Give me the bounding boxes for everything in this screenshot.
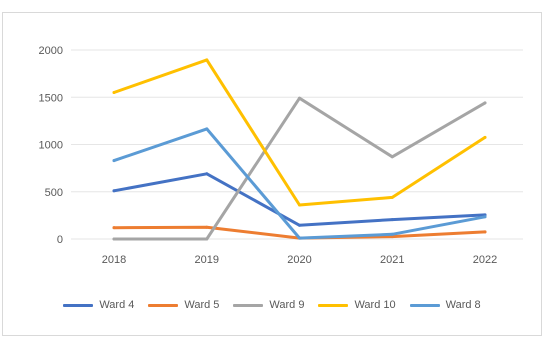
y-tick-label: 1000 — [39, 140, 63, 152]
y-tick-label: 500 — [45, 187, 63, 199]
data-point-ward-8 — [205, 127, 209, 131]
series-line-ward-10 — [112, 58, 487, 207]
y-tick-label: 1500 — [39, 92, 63, 104]
series-ward-4 — [112, 172, 487, 227]
data-point-ward-10 — [483, 135, 487, 139]
legend-label: Ward 4 — [99, 299, 135, 311]
x-tick-label: 2019 — [195, 254, 219, 266]
x-tick-label: 2020 — [287, 254, 311, 266]
legend-label: Ward 8 — [445, 299, 481, 311]
legend-swatch — [148, 303, 179, 307]
legend-item-ward-5: Ward 5 — [148, 299, 219, 311]
series-lines — [112, 58, 487, 241]
data-point-ward-5 — [483, 230, 487, 234]
data-point-ward-8 — [112, 159, 116, 163]
legend-swatch — [233, 303, 264, 307]
data-point-ward-10 — [205, 58, 209, 62]
data-point-ward-8 — [298, 236, 301, 240]
legend: Ward 4 Ward 5 Ward 9 Ward 10 Ward 8 — [3, 299, 541, 311]
legend-item-ward-8: Ward 8 — [409, 299, 481, 311]
series-ward-9 — [112, 96, 487, 241]
y-tick-label: 2000 — [39, 45, 63, 57]
data-point-ward-9 — [205, 237, 209, 241]
x-tick-label: 2022 — [473, 254, 497, 266]
legend-swatch — [409, 303, 440, 307]
data-point-ward-10 — [112, 91, 116, 95]
data-point-ward-4 — [390, 218, 394, 222]
data-point-ward-5 — [390, 235, 394, 239]
data-point-ward-5 — [205, 225, 209, 229]
legend-label: Ward 10 — [354, 299, 396, 311]
data-point-ward-9 — [483, 101, 487, 105]
data-point-ward-8 — [390, 232, 394, 236]
x-axis-ticks: 2018 2019 2020 2021 2022 — [102, 254, 497, 266]
series-line-ward-8 — [112, 127, 487, 240]
x-tick-label: 2021 — [380, 254, 404, 266]
series-ward-8 — [112, 127, 487, 240]
data-point-ward-9 — [298, 96, 301, 100]
data-point-ward-9 — [390, 155, 394, 159]
legend-item-ward-4: Ward 4 — [63, 299, 134, 311]
data-point-ward-4 — [205, 172, 209, 176]
y-axis-ticks: 0 500 1000 1500 2000 — [39, 45, 63, 246]
data-point-ward-5 — [112, 226, 116, 230]
gridlines — [71, 49, 523, 240]
data-point-ward-10 — [298, 203, 301, 207]
legend-item-ward-9: Ward 9 — [233, 299, 304, 311]
data-point-ward-9 — [112, 237, 116, 241]
data-point-ward-4 — [112, 189, 116, 193]
line-chart: 0 500 1000 1500 2000 2018 2019 2020 2021 2022 — [39, 45, 523, 266]
x-tick-label: 2018 — [102, 254, 126, 266]
legend-swatch — [63, 303, 94, 307]
data-point-ward-10 — [390, 195, 394, 199]
legend-item-ward-10: Ward 10 — [318, 299, 396, 311]
data-point-ward-4 — [298, 223, 301, 227]
series-ward-10 — [112, 58, 487, 207]
data-point-ward-8 — [483, 215, 487, 219]
legend-swatch — [318, 303, 349, 307]
chart-frame: 0 500 1000 1500 2000 2018 2019 2020 2021 2022 Wa… — [2, 12, 542, 336]
y-tick-label: 0 — [57, 234, 63, 246]
series-line-ward-4 — [112, 172, 487, 227]
legend-label: Ward 9 — [269, 299, 305, 311]
legend-label: Ward 5 — [184, 299, 220, 311]
